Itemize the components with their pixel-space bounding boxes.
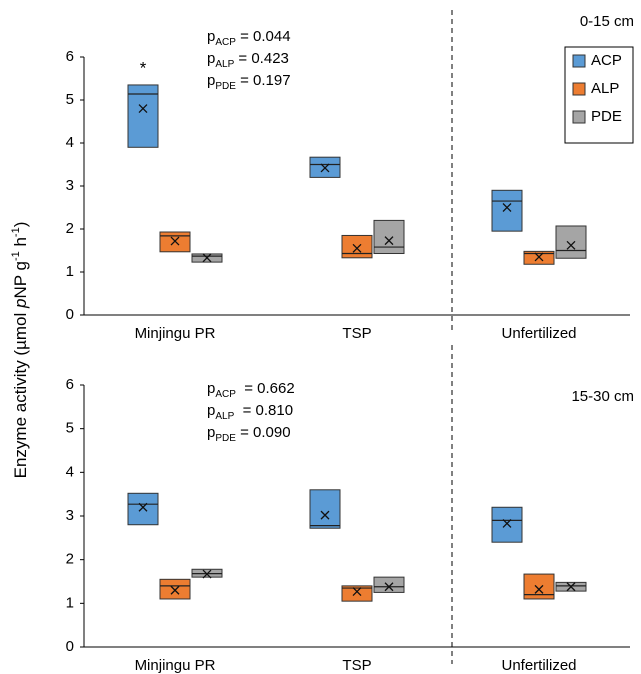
box — [127, 492, 159, 526]
stat-text: pACP = 0.662 — [207, 380, 295, 400]
y-tick-label: 0 — [66, 306, 74, 323]
stat-value: = 0.090 — [236, 424, 291, 441]
stat-text: pPDE = 0.090 — [207, 424, 291, 444]
stat-value: = 0.423 — [234, 50, 289, 67]
mean-marker — [502, 518, 512, 528]
y-axis-label: Enzyme activity (µmol pNP g-1 h-1) — [10, 222, 31, 479]
box — [341, 585, 373, 602]
box — [491, 189, 523, 232]
y-axis-label-part: p — [11, 299, 30, 309]
y-tick-label: 5 — [66, 420, 74, 437]
mean-marker — [566, 240, 576, 250]
stat-subscript: ALP — [215, 59, 234, 70]
legend-swatch — [572, 110, 586, 124]
stat-text: pALP = 0.810 — [207, 402, 293, 422]
y-tick-label: 6 — [66, 48, 74, 65]
legend-label: ALP — [591, 80, 619, 97]
stat-subscript: ACP — [215, 37, 236, 48]
stat-value: = 0.810 — [234, 402, 293, 419]
y-tick-label: 5 — [66, 91, 74, 108]
panel-label: 15-30 cm — [571, 388, 634, 405]
stat-subscript: PDE — [215, 81, 236, 92]
box — [491, 506, 523, 543]
y-tick-label: 1 — [66, 263, 74, 280]
stat-value: = 0.044 — [236, 28, 291, 45]
box — [523, 573, 555, 600]
box — [373, 219, 405, 255]
panel-label: 0-15 cm — [580, 13, 634, 30]
mean-marker — [138, 104, 148, 114]
stat-symbol: p — [207, 28, 215, 45]
stat-value: = 0.662 — [236, 380, 295, 397]
stat-symbol: p — [207, 424, 215, 441]
stat-text: pPDE = 0.197 — [207, 72, 291, 92]
x-tick-label: TSP — [342, 657, 371, 674]
legend-label: PDE — [591, 108, 622, 125]
stat-symbol: p — [207, 380, 215, 397]
stat-text: pACP = 0.044 — [207, 28, 291, 48]
stat-symbol: p — [207, 72, 215, 89]
y-axis-label-part: h — [11, 237, 30, 251]
mean-marker — [170, 236, 180, 246]
box — [373, 576, 405, 593]
x-tick-label: Unfertilized — [501, 325, 576, 342]
y-tick-label: 4 — [66, 134, 74, 151]
x-tick-label: Unfertilized — [501, 657, 576, 674]
mean-marker — [384, 236, 394, 246]
y-tick-label: 2 — [66, 551, 74, 568]
y-tick-label: 3 — [66, 507, 74, 524]
y-tick-label: 4 — [66, 463, 74, 480]
mean-marker — [534, 584, 544, 594]
y-axis-label-part: ) — [11, 222, 30, 228]
mean-marker — [202, 253, 212, 263]
stat-subscript: ACP — [215, 389, 236, 400]
legend-swatch — [572, 54, 586, 68]
box — [341, 234, 373, 259]
stat-subscript: ALP — [215, 411, 234, 422]
mean-marker — [170, 585, 180, 595]
box — [159, 578, 191, 600]
stat-subscript: PDE — [215, 433, 236, 444]
mean-marker — [352, 243, 362, 253]
legend-swatch — [572, 82, 586, 96]
stat-value: = 0.197 — [236, 72, 291, 89]
stat-symbol: p — [207, 402, 215, 419]
y-axis-label-part: NP g — [11, 261, 30, 299]
y-tick-label: 1 — [66, 594, 74, 611]
y-tick-label: 3 — [66, 177, 74, 194]
y-tick-label: 0 — [66, 638, 74, 655]
y-tick-label: 2 — [66, 220, 74, 237]
stat-text: pALP = 0.423 — [207, 50, 289, 70]
y-tick-label: 6 — [66, 376, 74, 393]
box — [555, 225, 587, 259]
y-axis-label-part: Enzyme activity (µmol — [11, 308, 30, 478]
mean-marker — [534, 252, 544, 262]
x-tick-label: Minjingu PR — [135, 657, 216, 674]
box — [127, 84, 159, 148]
mean-marker — [202, 569, 212, 579]
mean-marker — [566, 582, 576, 592]
x-tick-label: Minjingu PR — [135, 325, 216, 342]
significance-mark: * — [140, 58, 147, 77]
mean-marker — [352, 587, 362, 597]
mean-marker — [320, 163, 330, 173]
mean-marker — [502, 203, 512, 212]
y-axis-label-part: -1 — [10, 227, 22, 237]
mean-marker — [384, 582, 394, 592]
box — [309, 489, 341, 529]
mean-marker — [320, 510, 330, 520]
x-tick-label: TSP — [342, 325, 371, 342]
stat-symbol: p — [207, 50, 215, 67]
mean-marker — [138, 502, 148, 512]
legend-label: ACP — [591, 52, 622, 69]
y-axis-label-part: -1 — [10, 251, 22, 261]
